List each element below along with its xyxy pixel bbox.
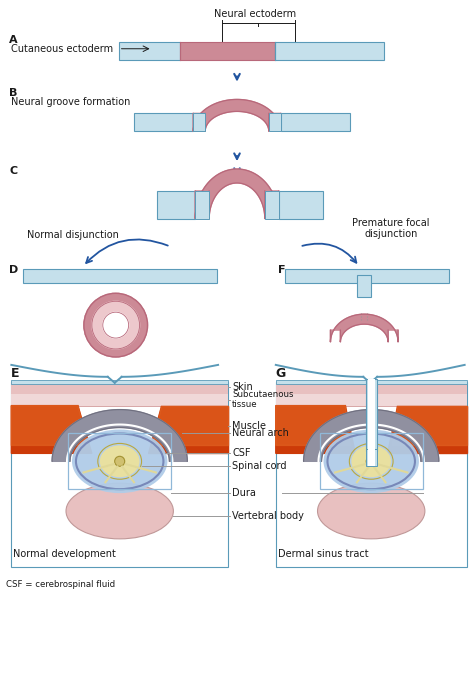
Bar	[281, 113, 350, 131]
Bar	[11, 380, 228, 384]
Bar	[11, 394, 228, 406]
Bar	[11, 382, 228, 567]
Text: CSF: CSF	[232, 448, 251, 458]
Bar	[368, 379, 375, 451]
Text: G: G	[276, 368, 286, 380]
Polygon shape	[147, 406, 228, 453]
Polygon shape	[195, 169, 279, 219]
Bar	[269, 113, 281, 131]
Bar	[366, 379, 377, 451]
Circle shape	[92, 301, 139, 349]
Bar	[265, 191, 279, 219]
Ellipse shape	[72, 430, 167, 493]
Text: Premature focal
disjunction: Premature focal disjunction	[352, 218, 430, 240]
Polygon shape	[276, 406, 356, 453]
Text: Neural ectoderm: Neural ectoderm	[214, 9, 296, 19]
Text: Normal development: Normal development	[13, 549, 116, 559]
Text: E: E	[11, 368, 20, 380]
Bar	[285, 269, 449, 283]
Text: Spinal cord: Spinal cord	[232, 462, 286, 471]
Bar	[276, 382, 466, 567]
Polygon shape	[330, 314, 398, 342]
Bar	[195, 191, 209, 219]
Bar	[180, 41, 275, 59]
Text: Normal disjunction: Normal disjunction	[27, 229, 119, 240]
Ellipse shape	[100, 446, 139, 477]
Circle shape	[103, 312, 128, 338]
Bar	[276, 394, 466, 406]
Circle shape	[366, 456, 376, 466]
Bar	[319, 433, 423, 489]
Bar	[276, 380, 466, 384]
Bar	[157, 191, 195, 219]
Text: B: B	[9, 88, 18, 99]
Text: Dura: Dura	[232, 488, 256, 498]
Bar	[68, 433, 172, 489]
Ellipse shape	[323, 430, 419, 493]
Text: A: A	[9, 35, 18, 45]
Ellipse shape	[66, 483, 173, 539]
Polygon shape	[52, 410, 187, 462]
Text: Cutaneous ectoderm: Cutaneous ectoderm	[11, 44, 113, 54]
Polygon shape	[11, 406, 92, 453]
Text: Vertebral body: Vertebral body	[232, 511, 304, 521]
Polygon shape	[387, 406, 466, 453]
Bar	[357, 276, 371, 297]
Polygon shape	[276, 406, 350, 446]
Ellipse shape	[318, 483, 425, 539]
Bar	[279, 191, 323, 219]
Polygon shape	[152, 406, 228, 446]
Bar	[134, 113, 193, 131]
Bar	[193, 113, 205, 131]
Circle shape	[84, 293, 147, 357]
Text: Subcutaenous
tissue: Subcutaenous tissue	[232, 390, 293, 409]
Bar	[368, 449, 375, 466]
Text: Dermal sinus tract: Dermal sinus tract	[278, 549, 368, 559]
Text: F: F	[278, 265, 285, 276]
Polygon shape	[304, 410, 439, 462]
Polygon shape	[11, 406, 88, 446]
Polygon shape	[193, 100, 281, 131]
Text: Neural arch: Neural arch	[232, 428, 289, 439]
Text: Muscle: Muscle	[232, 421, 266, 430]
Bar	[11, 382, 228, 394]
Text: Neural groove formation: Neural groove formation	[11, 97, 131, 107]
Circle shape	[115, 456, 125, 466]
Bar	[276, 382, 466, 394]
Text: D: D	[9, 265, 18, 276]
Polygon shape	[392, 406, 466, 446]
Bar	[23, 269, 217, 283]
Text: Skin: Skin	[232, 381, 253, 392]
Ellipse shape	[351, 446, 391, 477]
Text: C: C	[9, 166, 18, 176]
Bar	[366, 449, 377, 466]
Bar	[275, 41, 384, 59]
Text: CSF = cerebrospinal fluid: CSF = cerebrospinal fluid	[6, 580, 116, 589]
Bar	[118, 41, 180, 59]
